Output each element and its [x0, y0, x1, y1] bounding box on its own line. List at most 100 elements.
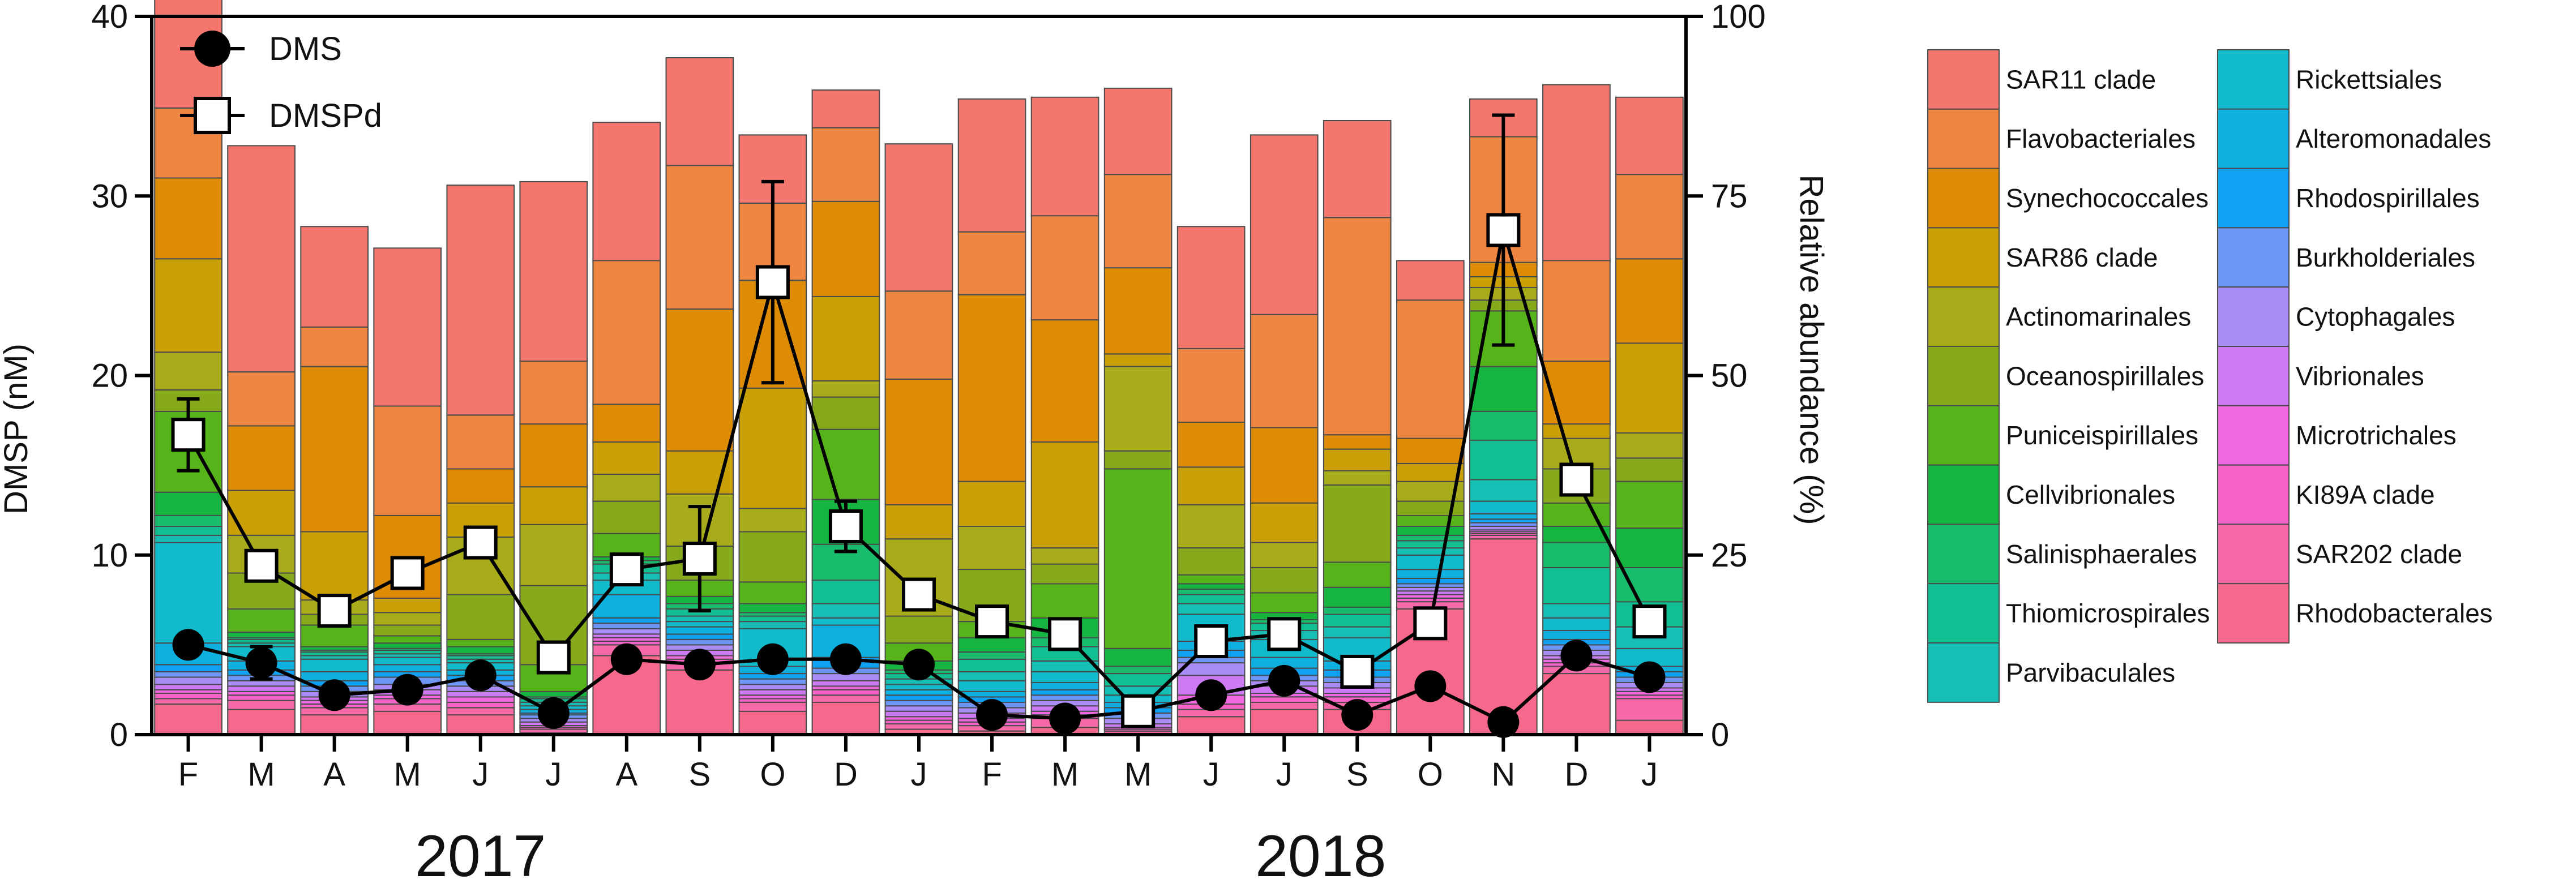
- dmspd-point: [1267, 617, 1302, 651]
- bar-segment: [373, 247, 442, 407]
- bar-segment: [1176, 574, 1246, 585]
- bar-segment: [738, 701, 807, 712]
- right-tick-label: 100: [1711, 0, 1766, 35]
- bar-segment: [1176, 504, 1246, 549]
- bar-segment: [884, 504, 953, 540]
- bar-segment: [154, 258, 222, 353]
- bar-segment: [373, 642, 442, 649]
- x-tick-label: N: [1491, 756, 1515, 793]
- legend-label: DMSPd: [269, 97, 382, 134]
- bar-segment: [592, 628, 661, 635]
- bar-segment: [446, 185, 515, 416]
- legend-swatch: [1927, 583, 2000, 644]
- series-legend: DMS DMSPd: [180, 31, 382, 134]
- bar-segment: [957, 231, 1026, 295]
- x-tick-label: J: [472, 756, 489, 793]
- dms-point: [903, 649, 935, 681]
- x-tick-label: F: [178, 756, 198, 793]
- bar-segment: [665, 165, 734, 310]
- bar-segment: [957, 680, 1026, 692]
- bar-segment: [1176, 422, 1246, 468]
- taxa-legend-label: Alteromonadales: [2296, 124, 2491, 153]
- dms-point: [1633, 661, 1666, 693]
- bar-segment: [1103, 366, 1173, 452]
- bar-segment: [1542, 526, 1611, 543]
- taxa-legend-label: Parvibaculales: [2006, 658, 2175, 687]
- dms-point: [756, 643, 789, 675]
- bar-segment: [373, 405, 442, 516]
- bar-segment: [1396, 547, 1465, 556]
- bar-segment: [957, 294, 1026, 482]
- bar-segment: [154, 703, 222, 735]
- bar-segment: [1396, 526, 1465, 536]
- bar-segment: [884, 694, 953, 701]
- bar-segment: [884, 143, 953, 292]
- bar-segment: [1030, 583, 1099, 619]
- bar-segment: [811, 689, 880, 696]
- bar-segment: [227, 680, 296, 687]
- legend-swatch: [1927, 524, 2000, 585]
- dmspd-point: [1486, 213, 1521, 247]
- bar-segment: [154, 491, 222, 516]
- bar-segment: [665, 669, 734, 736]
- bar-segment: [300, 658, 369, 673]
- bar-segment: [1250, 701, 1319, 710]
- bar-segment: [1103, 468, 1173, 649]
- dmspd-point: [1194, 624, 1229, 659]
- dmspd-point: [1559, 462, 1594, 497]
- legend-swatch: [2217, 583, 2290, 644]
- bar-segment: [1615, 342, 1684, 434]
- x-tick-label: O: [760, 756, 785, 793]
- x-tick-label: D: [1564, 756, 1588, 793]
- bar-segment: [1250, 709, 1319, 735]
- bar-segment: [1615, 567, 1684, 603]
- bar-segment: [519, 486, 588, 525]
- year-label: 2018: [1255, 823, 1386, 888]
- bar-segment: [884, 290, 953, 380]
- bar-segment: [884, 684, 953, 690]
- x-tick-label: J: [1641, 756, 1658, 793]
- bar-segment: [446, 594, 515, 640]
- bar-segment: [884, 705, 953, 712]
- bar-segment: [154, 351, 222, 391]
- right-tick-label: 25: [1711, 537, 1748, 574]
- legend-swatch: [1927, 464, 2000, 525]
- bar-segment: [1396, 515, 1465, 527]
- bar-segment: [957, 637, 1026, 653]
- x-tick-label: M: [1051, 756, 1079, 793]
- bar-segment: [154, 534, 222, 543]
- x-tick-label: D: [834, 756, 858, 793]
- bar-segment: [1176, 466, 1246, 505]
- bar-segment: [519, 524, 588, 586]
- taxa-legend-label: KI89A clade: [2296, 480, 2435, 509]
- taxa-legend-label: SAR202 clade: [2296, 539, 2462, 569]
- taxa-legend-label: Vibrionales: [2296, 361, 2424, 391]
- bar-segment: [154, 676, 222, 685]
- bar-segment: [738, 710, 807, 736]
- bar-segment: [154, 684, 222, 690]
- bar-segment: [1542, 423, 1611, 439]
- bar-segment: [1103, 647, 1173, 667]
- bar-segment: [811, 295, 880, 382]
- legend-swatch: [1927, 286, 2000, 348]
- left-tick-label: 10: [91, 537, 128, 574]
- bar-segment: [1103, 353, 1173, 367]
- bar-segment: [227, 608, 296, 633]
- bar-segment: [446, 696, 515, 703]
- taxa-legend-label: Synechococcales: [2006, 183, 2209, 213]
- bar-segment: [1250, 592, 1319, 614]
- left-tick-label: 0: [110, 717, 128, 753]
- bar-segment: [1103, 666, 1173, 675]
- bar-segment: [154, 515, 222, 527]
- bar-segment: [884, 700, 953, 707]
- x-tick-label: M: [1124, 756, 1152, 793]
- bar-segment: [665, 633, 734, 640]
- bar-segment: [1030, 96, 1099, 217]
- dms-point: [1049, 702, 1081, 735]
- bar-segment: [227, 700, 296, 710]
- bar-segment: [811, 200, 880, 297]
- legend-swatch: [1927, 346, 2000, 406]
- taxa-legend-label: Oceanospirillales: [2006, 361, 2204, 391]
- bar-segment: [373, 664, 442, 673]
- left-tick-label: 40: [91, 0, 128, 35]
